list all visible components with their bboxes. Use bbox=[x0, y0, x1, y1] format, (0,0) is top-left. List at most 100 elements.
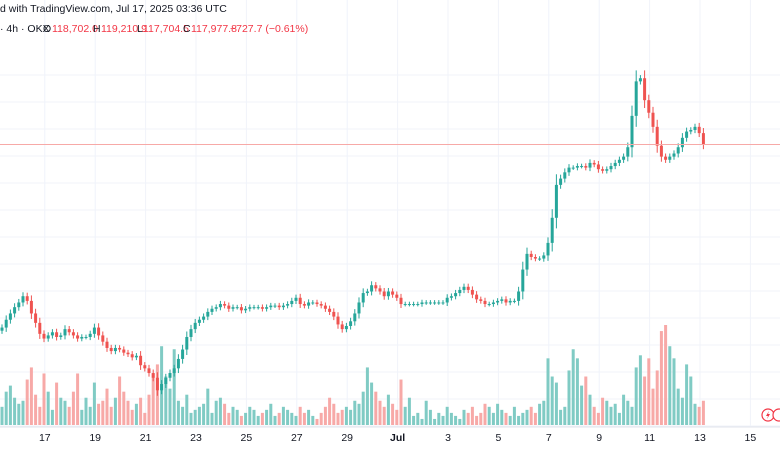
candle-body bbox=[265, 307, 269, 309]
candle-body bbox=[197, 319, 201, 323]
lightning-icon[interactable] bbox=[772, 408, 780, 422]
candle-body bbox=[59, 335, 63, 337]
candle-body bbox=[88, 333, 92, 337]
candle-body bbox=[483, 300, 487, 305]
volume-bar bbox=[445, 406, 449, 425]
candle-body bbox=[462, 286, 466, 290]
volume-bar bbox=[189, 412, 193, 425]
volume-bar bbox=[596, 412, 600, 425]
volume-bar bbox=[273, 415, 277, 425]
volume-bar bbox=[67, 406, 71, 425]
volume-bar bbox=[151, 373, 155, 425]
candle-body bbox=[273, 305, 277, 307]
volume-bar bbox=[420, 418, 424, 425]
volume-bar bbox=[374, 391, 378, 425]
volume-bar bbox=[218, 397, 222, 425]
candle-body bbox=[55, 332, 59, 337]
candle-body bbox=[601, 169, 605, 171]
volume-bar bbox=[97, 403, 101, 425]
volume-bar bbox=[50, 409, 54, 425]
candle-body bbox=[155, 377, 159, 391]
candle-body bbox=[550, 217, 554, 243]
volume-bar bbox=[685, 364, 689, 425]
volume-bar bbox=[638, 355, 642, 425]
volume-bar bbox=[4, 391, 8, 425]
candle-body bbox=[286, 304, 290, 306]
candle-body bbox=[13, 307, 17, 314]
candle-body bbox=[685, 131, 689, 138]
volume-bar bbox=[470, 406, 474, 425]
volume-bar bbox=[508, 415, 512, 425]
candle-body bbox=[525, 253, 529, 270]
candle-body bbox=[277, 305, 281, 308]
candle-body bbox=[227, 305, 231, 309]
volume-bar bbox=[655, 370, 659, 425]
candle-body bbox=[412, 304, 416, 306]
candle-body bbox=[8, 313, 12, 320]
candle-body bbox=[361, 293, 365, 303]
volume-bar bbox=[34, 394, 38, 425]
volume-bar bbox=[260, 412, 264, 425]
candle-body bbox=[248, 307, 252, 309]
grid bbox=[0, 0, 780, 427]
volume-bar bbox=[454, 415, 458, 425]
volume-bar bbox=[617, 412, 621, 425]
candle-body bbox=[479, 299, 483, 301]
candle-body bbox=[101, 335, 105, 342]
volume-bar bbox=[365, 367, 369, 425]
volume-bar bbox=[479, 412, 483, 425]
candle-body bbox=[71, 332, 75, 336]
volume-bar bbox=[449, 412, 453, 425]
candle-body bbox=[538, 258, 542, 260]
candle-body bbox=[244, 308, 248, 311]
volume-bar bbox=[286, 409, 290, 425]
volume-bar bbox=[181, 406, 185, 425]
candle-body bbox=[416, 304, 420, 306]
candle-body bbox=[529, 253, 533, 257]
candle-body bbox=[34, 313, 38, 323]
x-tick-label: 27 bbox=[291, 432, 303, 444]
candle-body bbox=[122, 349, 126, 353]
volume-bar bbox=[559, 409, 563, 425]
volume-bar bbox=[659, 331, 663, 425]
candle-body bbox=[0, 327, 4, 331]
candle-body bbox=[512, 300, 516, 302]
candle-body bbox=[311, 302, 315, 304]
candle-body bbox=[517, 291, 521, 301]
candle-body bbox=[256, 307, 260, 309]
candle-body bbox=[395, 294, 399, 298]
volume-bar bbox=[55, 382, 59, 425]
candle-body bbox=[185, 336, 189, 350]
volume-bar bbox=[340, 409, 344, 425]
candle-body bbox=[126, 352, 130, 355]
candle-body bbox=[105, 341, 109, 348]
volume-bar bbox=[647, 358, 651, 425]
volume-bar bbox=[567, 370, 571, 425]
candle-body bbox=[353, 313, 357, 322]
volume-bar bbox=[357, 403, 361, 425]
volume-bar bbox=[210, 412, 214, 425]
volume-bar bbox=[601, 397, 605, 425]
candle-body bbox=[294, 297, 298, 301]
candle-body bbox=[454, 293, 458, 297]
volume-bar bbox=[378, 400, 382, 425]
volume-bar bbox=[668, 346, 672, 425]
candle-body bbox=[445, 297, 449, 303]
candle-body bbox=[659, 145, 663, 157]
candle-body bbox=[374, 285, 378, 289]
candle-body bbox=[651, 112, 655, 127]
volume-bar bbox=[525, 409, 529, 425]
candle-body bbox=[701, 133, 705, 145]
volume-bar bbox=[29, 367, 33, 425]
chart-header: d with TradingView.com, Jul 17, 2025 03:… bbox=[0, 3, 308, 35]
x-tick-label: 17 bbox=[39, 432, 51, 444]
candle-body bbox=[218, 304, 222, 308]
candle-body bbox=[592, 162, 596, 165]
volume-bar bbox=[92, 382, 96, 425]
candle-body bbox=[323, 305, 327, 309]
volume-bar bbox=[202, 403, 206, 425]
volume-bar bbox=[416, 412, 420, 425]
lightning-icon[interactable] bbox=[761, 408, 775, 422]
